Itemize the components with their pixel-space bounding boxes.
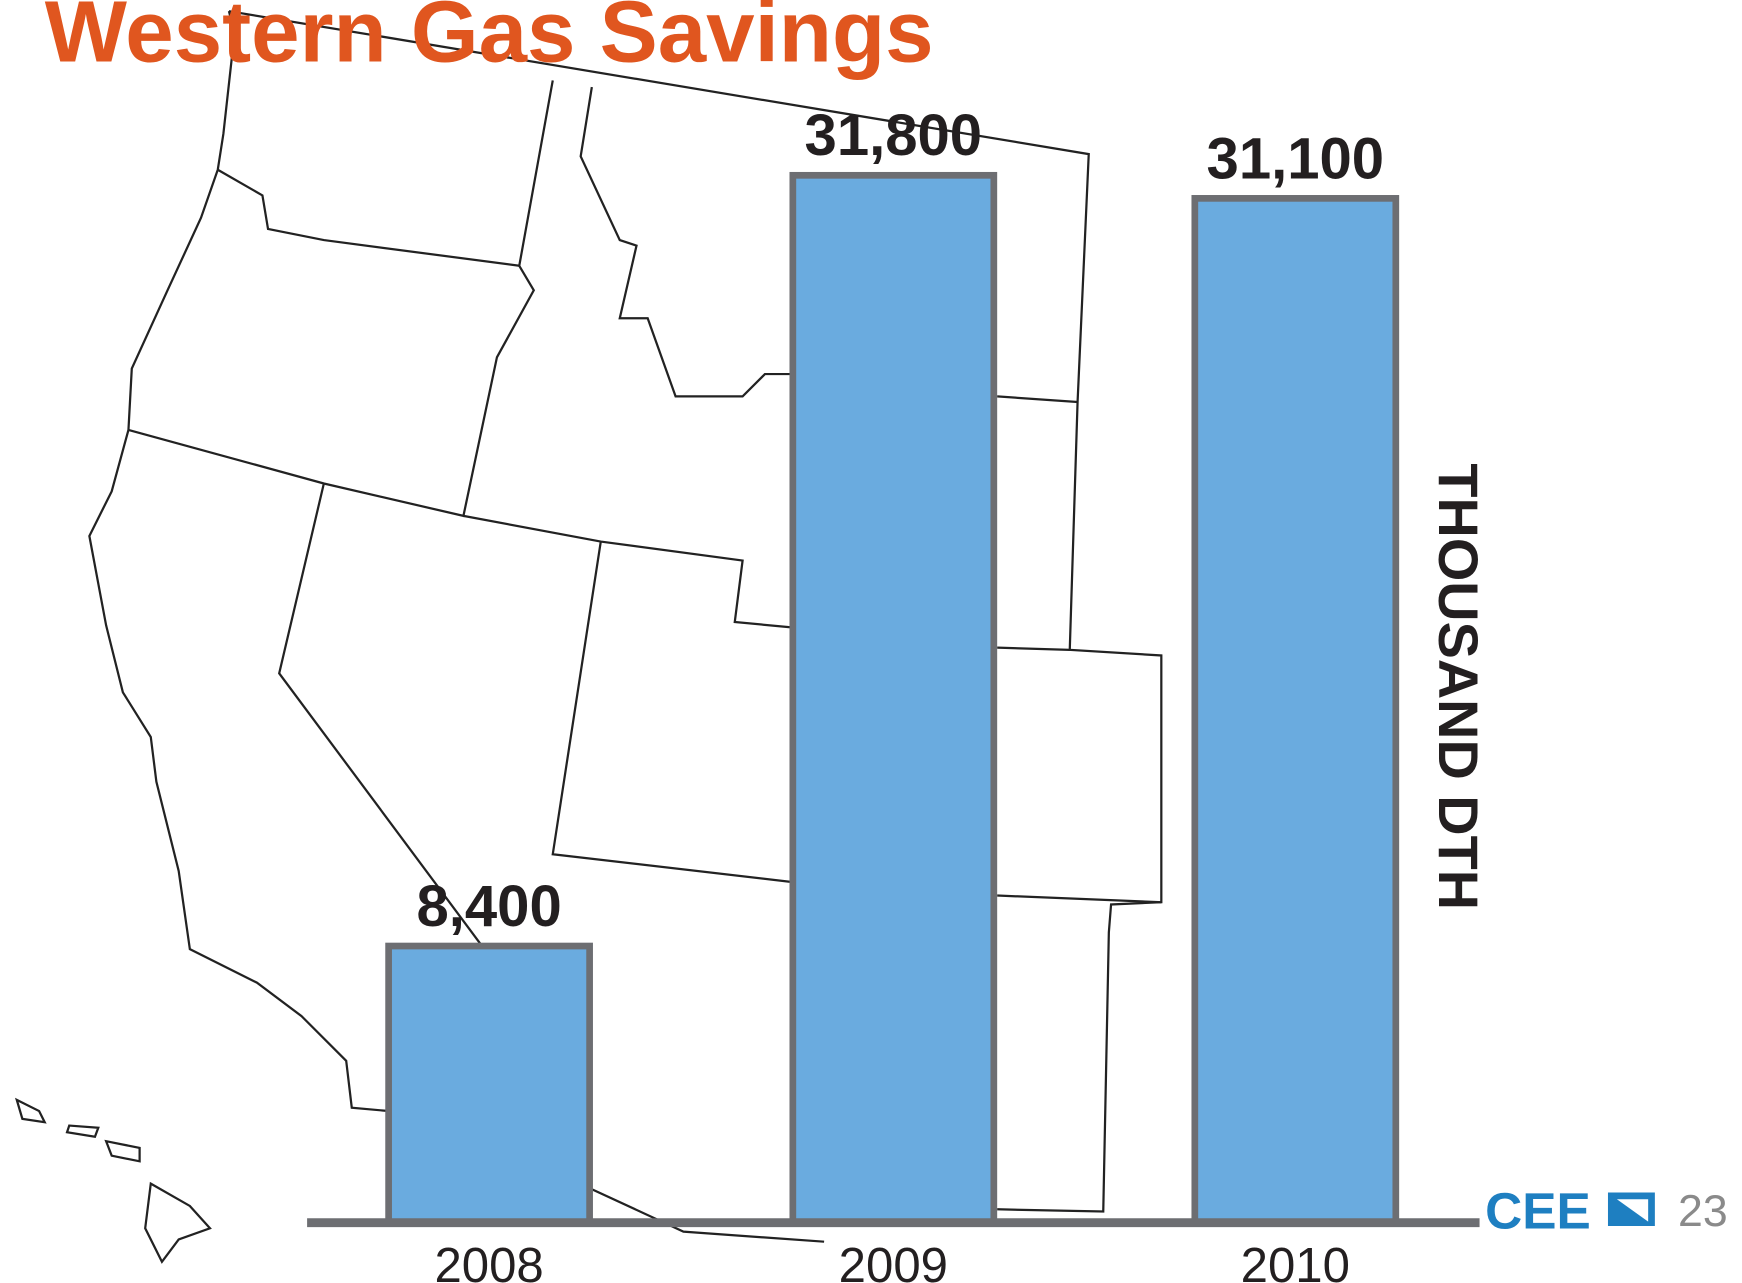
bar [1191,195,1400,1227]
x-tick-label: 2010 [1241,1239,1350,1283]
bar [385,942,593,1227]
map-outline [14,10,1163,1264]
value-label: 31,100 [1207,126,1385,191]
y-axis-label: THOUSAND DTH [1427,463,1490,910]
logo: CEE [1485,1182,1591,1239]
slide-title: Western Gas Savings [45,0,934,80]
page-number: 23 [1678,1187,1728,1236]
value-label: 8,400 [416,874,561,939]
value-label: 31,800 [805,103,983,168]
bar [789,171,998,1227]
x-tick-label: 2009 [839,1239,948,1283]
x-tick-label: 2008 [434,1239,543,1283]
